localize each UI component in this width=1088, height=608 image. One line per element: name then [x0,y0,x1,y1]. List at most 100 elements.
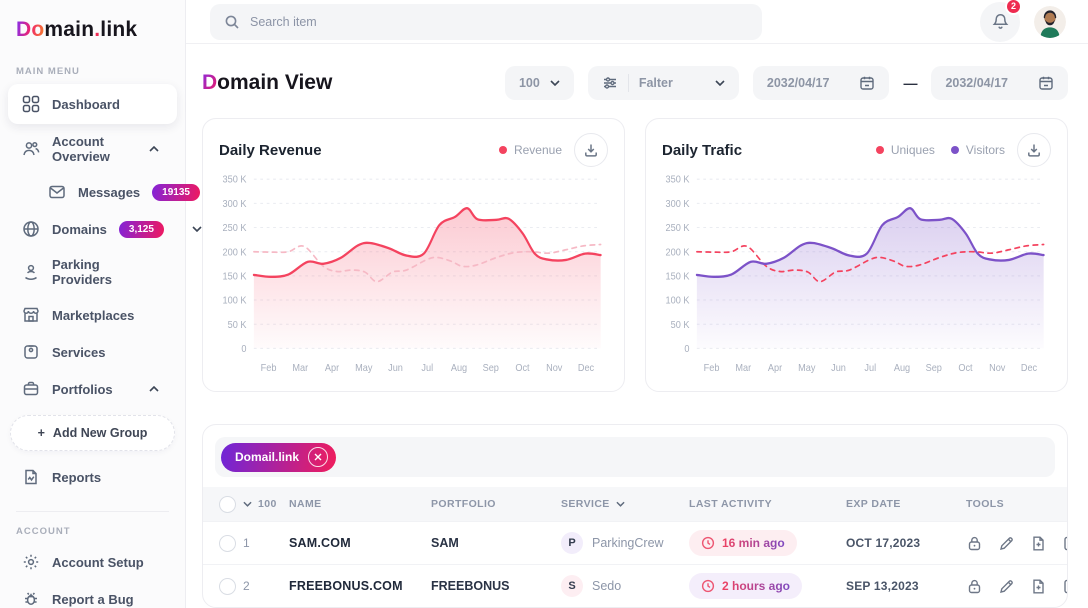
svg-text:50 K: 50 K [228,319,247,331]
page-size-value: 100 [518,76,540,90]
last-activity-badge: 2 hours ago [689,573,803,599]
sidebar-item-label: Domains [52,221,107,237]
row-checkbox[interactable] [219,534,236,552]
download-chart-button[interactable] [1017,133,1051,167]
sidebar-item-reports[interactable]: Reports [8,459,177,495]
legend-dot [498,146,507,154]
row-number: 2 [243,579,250,593]
svg-text:150 K: 150 K [223,271,247,283]
svg-text:100 K: 100 K [666,295,690,307]
avatar-image [1034,5,1066,38]
service-name: ParkingCrew [592,536,664,550]
filter-tag-label: Domail.link [235,450,300,464]
add-new-group-label: Add New Group [52,426,148,440]
date-from-picker[interactable]: 2032/04/17 [752,66,890,100]
legend-item-uniques: Uniques [875,143,935,157]
sidebar-item-portfolios[interactable]: Portfolios [8,371,177,407]
sidebar-item-label: Dashboard [52,96,120,112]
sidebar-item-report-bug[interactable]: Report a Bug [8,581,177,608]
sidebar-item-account-overview[interactable]: Account Overview [8,125,177,173]
sidebar-item-messages[interactable]: Messages 19135 [8,174,200,210]
sidebar-item-marketplaces[interactable]: Marketplaces [8,297,177,333]
plus-icon: + [37,426,45,440]
svg-text:150 K: 150 K [666,271,690,283]
row-checkbox[interactable] [219,577,236,595]
sliders-filter-icon [603,77,616,89]
column-header-name: NAME [289,498,322,510]
date-to-picker[interactable]: 2032/04/17 [931,66,1068,100]
svg-text:50 K: 50 K [671,319,690,331]
svg-text:May: May [798,362,815,374]
file-add-icon[interactable] [1030,578,1047,595]
lock-icon[interactable] [966,535,983,552]
svg-text:250 K: 250 K [666,223,690,235]
download-icon [1028,144,1040,157]
filter-tags-strip: Domail.link [215,437,1055,477]
daily-trafic-card: Daily Trafic Uniques Visitors [645,118,1068,392]
svg-text:Apr: Apr [768,362,783,374]
logo-gradient-part: Do [16,18,45,41]
chart-legend: Uniques Visitors [875,143,1005,157]
legend-label: Visitors [965,143,1005,157]
remove-tag-icon[interactable] [308,447,329,467]
table-header-row: 100 NAME PORTFOLIO SERVICE LAST ACTIVITY… [203,487,1067,521]
svg-text:Sep: Sep [483,362,499,374]
domain-name: SAM.COM [289,536,351,550]
close-icon [314,453,322,461]
download-chart-button[interactable] [574,133,608,167]
notification-count-badge: 2 [1005,0,1022,15]
user-avatar[interactable] [1034,5,1066,38]
service-avatar: S [561,575,583,597]
chevron-down-icon [616,501,625,507]
rows-per-page-select[interactable]: 100 [243,498,289,510]
gear-icon [23,554,39,570]
svg-text:0: 0 [241,344,247,356]
note-add-icon[interactable] [1062,578,1068,595]
sidebar-item-domains[interactable]: Domains 3,125 [8,211,202,247]
search-input[interactable] [250,14,748,29]
service-name: Sedo [592,579,622,593]
sidebar-item-label: Account Setup [52,554,144,570]
search-bar[interactable] [210,3,762,40]
row-number: 1 [243,536,250,550]
service-cell: S Sedo [561,575,689,597]
calendar-icon [1039,76,1053,90]
svg-text:200 K: 200 K [666,247,690,259]
svg-text:Aug: Aug [894,362,910,374]
sidebar-item-parking-providers[interactable]: Parking Providers [8,248,177,296]
last-activity-badge: 16 min ago [689,530,797,556]
search-icon [225,15,239,29]
column-header-last-activity: LAST ACTIVITY [689,498,772,510]
clock-icon [701,536,715,550]
page-size-select[interactable]: 100 [504,66,574,100]
notifications-button[interactable]: 2 [980,0,1022,42]
sidebar-item-services[interactable]: Services [8,334,177,370]
filter-select[interactable]: Falter [587,66,739,100]
select-all-checkbox[interactable] [219,495,236,513]
column-header-service[interactable]: SERVICE [561,498,689,510]
add-new-group-button[interactable]: + Add New Group [10,415,175,451]
svg-text:Jul: Jul [421,362,433,374]
account-section-label: ACCOUNT [16,526,71,537]
chart-title: Daily Revenue [219,141,322,159]
hand-service-icon [25,264,37,280]
briefcase-icon [23,381,39,396]
svg-text:Nov: Nov [989,362,1005,374]
edit-pencil-icon[interactable] [998,578,1015,595]
edit-pencil-icon[interactable] [998,535,1015,552]
last-activity-text: 16 min ago [722,536,785,550]
chevron-down-icon [192,226,202,232]
header-controls: 100 Falter 2032/04/17 [504,66,1068,100]
sidebar-item-account-setup[interactable]: Account Setup [8,544,177,580]
lock-icon[interactable] [966,578,983,595]
note-add-icon[interactable] [1062,535,1068,552]
filter-tag-domail-link[interactable]: Domail.link [221,442,337,472]
daily-trafic-chart: 0 50 K 100 K 150 K 200 K 250 K 300 K 350 K Feb Ma… [666,174,1045,374]
portfolio-name: FREEBONUS [431,579,510,593]
clock-icon [701,579,715,593]
page-title: Domain View [202,71,332,95]
file-add-icon[interactable] [1030,535,1047,552]
storefront-icon [23,307,39,322]
rows-per-page-value: 100 [258,498,277,510]
sidebar-item-dashboard[interactable]: Dashboard [8,84,177,124]
